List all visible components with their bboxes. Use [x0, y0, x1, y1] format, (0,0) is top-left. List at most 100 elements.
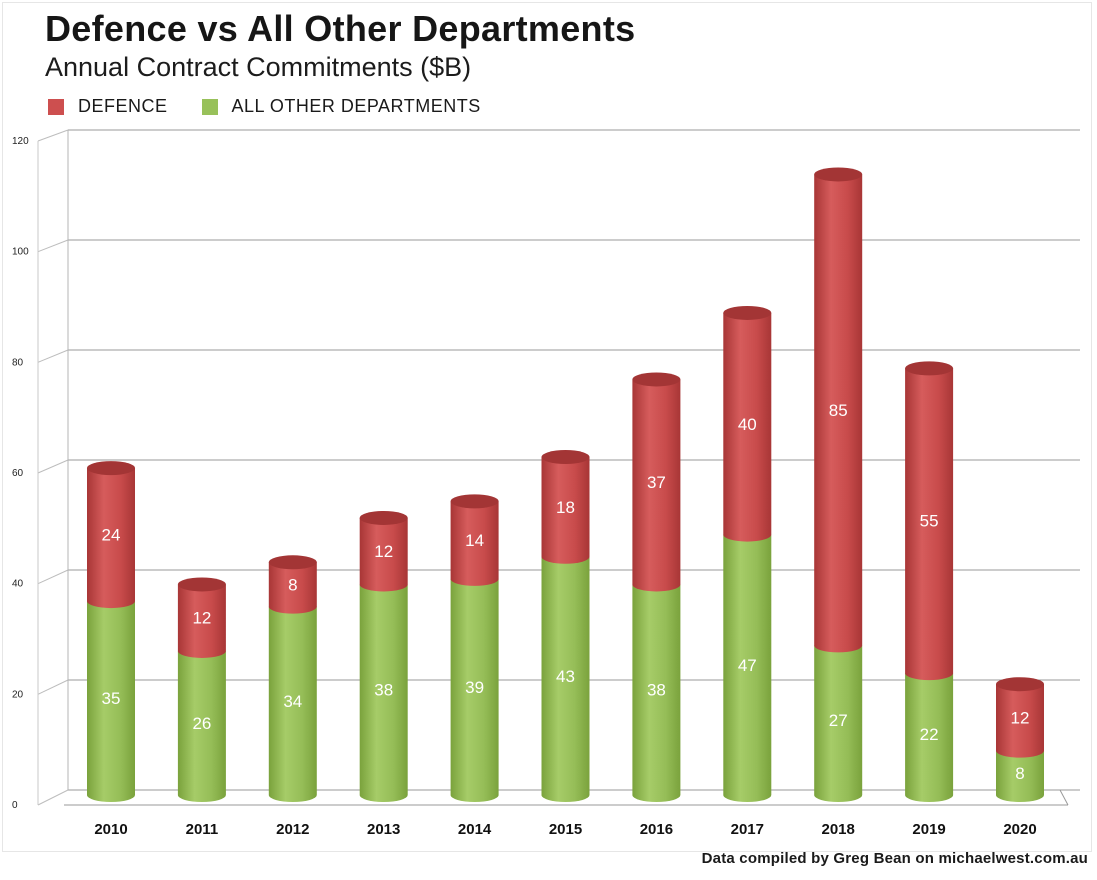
- data-label-defence: 18: [556, 498, 575, 517]
- data-label-all-other-departments: 8: [1015, 764, 1024, 783]
- bar-group: 8 12: [996, 677, 1044, 802]
- gridline-depth: [37, 129, 69, 142]
- y-tick-label: 0: [12, 800, 18, 811]
- bar-defence: [996, 684, 1044, 758]
- data-label-all-other-departments: 22: [920, 725, 939, 744]
- bar-group: 43 18: [541, 450, 590, 803]
- bar-all-other-departments: [723, 534, 772, 803]
- data-label-all-other-departments: 47: [738, 656, 757, 675]
- bar-top-cap: [450, 494, 499, 509]
- bar-all-other-departments: [359, 584, 408, 803]
- bar-defence: [268, 562, 317, 614]
- gridline-depth: [37, 679, 69, 695]
- data-label-defence: 12: [1011, 708, 1030, 727]
- x-tick-label: 2020: [1003, 821, 1036, 838]
- bar-all-other-departments: [541, 556, 590, 803]
- data-label-defence: 40: [738, 415, 757, 434]
- data-label-defence: 14: [465, 531, 484, 550]
- bar-defence: [814, 174, 863, 653]
- x-tick-label: 2016: [640, 821, 673, 838]
- gridline-depth: [37, 789, 69, 806]
- data-label-defence: 85: [829, 401, 848, 420]
- bar-top-cap: [814, 167, 863, 182]
- floor-right-edge: [1059, 789, 1069, 806]
- x-tick-label: 2019: [912, 821, 945, 838]
- x-tick-label: 2017: [731, 821, 764, 838]
- y-tick-label: 60: [12, 468, 24, 479]
- bar-group: 22 55: [905, 361, 954, 803]
- bar-defence: [632, 379, 681, 592]
- data-label-defence: 8: [288, 575, 297, 594]
- data-label-defence: 24: [102, 526, 121, 545]
- bar-defence: [450, 501, 499, 586]
- chart-subtitle: Annual Contract Commitments ($B): [45, 52, 472, 82]
- bar-top-cap: [996, 677, 1044, 692]
- bar-group: 39 14: [450, 494, 499, 803]
- bar-top-cap: [177, 577, 226, 592]
- bar-group: 38 37: [632, 372, 681, 803]
- x-tick-label: 2014: [458, 821, 492, 838]
- bar-top-cap: [87, 461, 135, 476]
- legend-item-defence: DEFENCE: [48, 96, 168, 117]
- bar-top-cap: [541, 450, 590, 465]
- data-label-all-other-departments: 38: [647, 681, 666, 700]
- x-tick-label: 2012: [276, 821, 309, 838]
- bar-all-other-departments: [814, 645, 863, 803]
- x-tick-label: 2015: [549, 821, 582, 838]
- y-tick-label: 100: [12, 247, 29, 258]
- chart-title: Defence vs All Other Departments: [45, 8, 636, 49]
- bar-defence: [177, 584, 226, 658]
- gridline-depth: [37, 569, 69, 585]
- y-tick-label: 80: [12, 357, 24, 368]
- bar-group: 26 12: [177, 577, 226, 803]
- plot-area: 0 20 40 60 80 100 120 35 24 26 12 34 8 38 12 39 14 43 18 38…: [12, 129, 1080, 838]
- bar-top-cap: [632, 372, 681, 387]
- gridline-depth: [37, 349, 69, 363]
- bar-top-cap: [723, 305, 772, 320]
- data-label-defence: 55: [920, 512, 939, 531]
- x-tick-label: 2011: [186, 821, 219, 838]
- bar-all-other-departments: [177, 650, 226, 803]
- legend-label-all-other-departments: ALL OTHER DEPARTMENTS: [231, 96, 481, 116]
- data-label-all-other-departments: 35: [102, 689, 121, 708]
- source-note: Data compiled by Greg Bean on michaelwes…: [701, 850, 1088, 867]
- x-tick-label: 2013: [367, 821, 400, 838]
- legend-label-defence: DEFENCE: [78, 96, 168, 116]
- data-label-all-other-departments: 26: [192, 714, 211, 733]
- bar-defence: [723, 312, 772, 542]
- bars: 35 24 26 12 34 8 38 12 39 14 43 18 38 37 47 40 27 85 22 55 8…: [87, 167, 1044, 803]
- legend-item-all-other-departments: ALL OTHER DEPARTMENTS: [201, 96, 481, 117]
- bar-group: 34 8: [268, 555, 317, 803]
- x-tick-label: 2018: [822, 821, 855, 838]
- bar-defence: [905, 368, 954, 681]
- bar-all-other-departments: [450, 578, 499, 803]
- bar-all-other-departments: [632, 584, 681, 803]
- y-tick-label: 40: [12, 579, 24, 590]
- data-label-defence: 12: [374, 542, 393, 561]
- chart-legend: DEFENCE ALL OTHER DEPARTMENTS: [48, 96, 515, 117]
- bar-defence: [541, 457, 590, 564]
- x-tick-label: 2010: [94, 821, 127, 838]
- legend-swatch-all-other-departments: [201, 98, 218, 115]
- bar-top-cap: [905, 361, 954, 376]
- data-label-all-other-departments: 39: [465, 678, 484, 697]
- gridline-depth: [37, 459, 69, 474]
- bar-all-other-departments: [905, 673, 954, 803]
- bar-top-cap: [268, 555, 317, 570]
- data-label-all-other-departments: 38: [374, 681, 393, 700]
- data-label-defence: 37: [647, 473, 666, 492]
- bar-all-other-departments: [996, 750, 1044, 802]
- data-label-all-other-departments: 34: [283, 692, 302, 711]
- y-tick-label: 120: [12, 136, 29, 147]
- data-label-all-other-departments: 43: [556, 667, 575, 686]
- gridline-depth: [37, 239, 69, 253]
- bar-group: 47 40: [723, 305, 772, 803]
- legend-swatch-defence: [48, 98, 64, 115]
- bar-defence: [87, 468, 135, 609]
- bar-group: 38 12: [359, 510, 408, 803]
- bar-all-other-departments: [87, 601, 135, 802]
- data-label-defence: 12: [192, 609, 211, 628]
- bar-group: 27 85: [814, 167, 863, 803]
- bar-top-cap: [359, 510, 408, 525]
- data-label-all-other-departments: 27: [829, 711, 848, 730]
